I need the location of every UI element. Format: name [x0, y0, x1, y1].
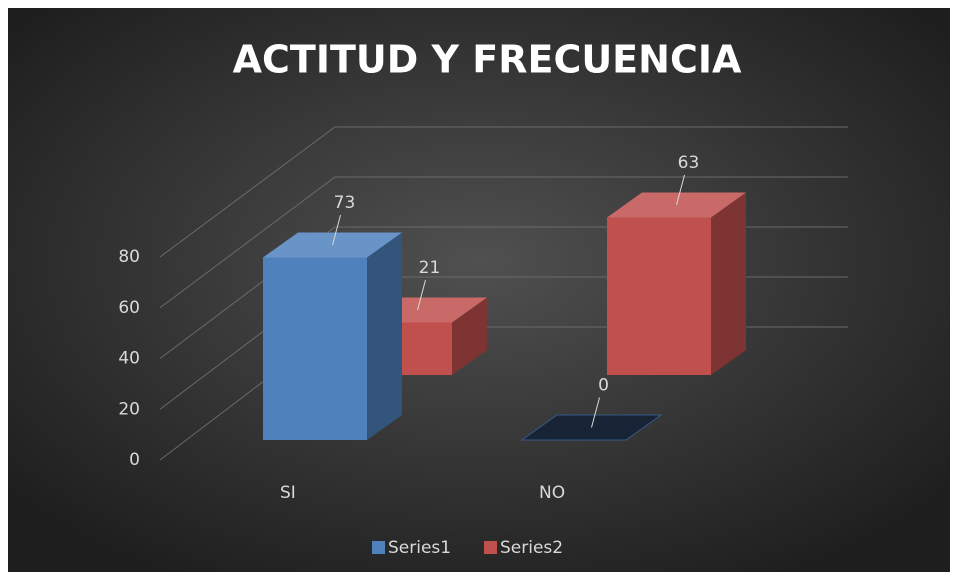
x-tick-label: NO — [539, 483, 565, 503]
bars — [263, 192, 746, 441]
bar-side — [452, 297, 487, 375]
bar-side — [711, 192, 746, 375]
bar — [607, 192, 746, 375]
y-tick-label: 0 — [129, 450, 140, 470]
chart-background — [8, 8, 950, 572]
grid-line — [159, 176, 848, 309]
bar — [263, 232, 402, 440]
chart-title: ACTITUD Y FRECUENCIA — [233, 38, 742, 82]
value-label: 0 — [598, 376, 609, 396]
bar-front — [607, 217, 711, 375]
value-label-leader — [332, 214, 341, 246]
x-tick-label: SI — [280, 483, 296, 503]
value-label: 63 — [678, 153, 700, 173]
legend-swatch — [484, 541, 497, 554]
value-label: 21 — [419, 258, 441, 278]
bar-front — [263, 257, 367, 440]
legend-label: Series2 — [500, 538, 563, 558]
legend-swatch — [372, 541, 385, 554]
value-label-leader — [417, 279, 426, 311]
labels: 0 20 40 60 80 21 63 73 0 SI NO — [118, 153, 699, 503]
y-tick-label: 40 — [118, 349, 140, 369]
y-tick-label: 20 — [118, 399, 140, 419]
value-label: 73 — [334, 193, 356, 213]
grid-line — [159, 126, 848, 258]
y-tick-label: 60 — [118, 298, 140, 318]
value-label-leader — [676, 174, 685, 206]
bar-side — [367, 232, 402, 440]
y-tick-label: 80 — [118, 247, 140, 267]
legend: Series1 Series2 — [372, 538, 563, 558]
legend-label: Series1 — [388, 538, 451, 558]
value-label-leader — [591, 397, 600, 428]
